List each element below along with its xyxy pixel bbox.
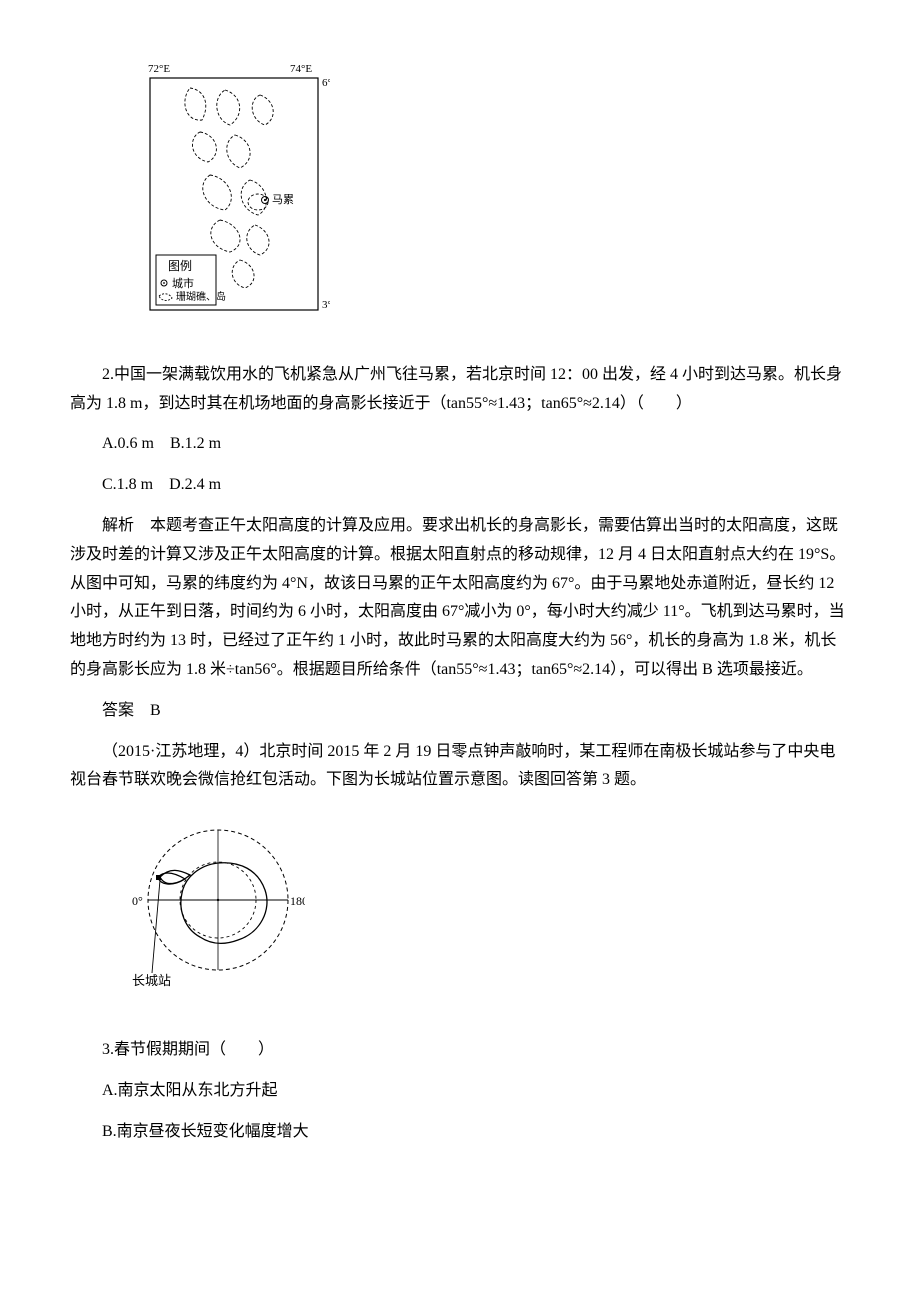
legend-title: 图例 [168, 259, 192, 273]
lat-top-label: 6°N [322, 77, 330, 89]
label-0: 0° [132, 894, 143, 908]
figure-maldives-map: 72°E 74°E 6°N 3°N 马累 图例 城市 [130, 60, 850, 331]
lon-right-label: 74°E [290, 63, 312, 75]
legend-reef: 珊瑚礁、岛 [176, 290, 226, 303]
antarctica-map-svg: 0° 180° 长城站 [130, 815, 305, 995]
q2-options-cd: C.1.8 m D.2.4 m [70, 471, 850, 500]
legend-city: 城市 [172, 276, 194, 290]
q2-stem: 2.中国一架满载饮用水的飞机紧急从广州飞往马累，若北京时间 12：00 出发，经… [70, 361, 850, 419]
maldives-map-svg: 72°E 74°E 6°N 3°N 马累 图例 城市 [130, 60, 330, 320]
lon-left-label: 72°E [148, 63, 170, 75]
q2-options-ab: A.0.6 m B.1.2 m [70, 430, 850, 459]
city-male-label: 马累 [272, 193, 294, 206]
q3-option-a: A.南京太阳从东北方升起 [70, 1077, 850, 1106]
q3-stem: 3.春节假期期间（ ） [70, 1036, 850, 1065]
label-180: 180° [290, 894, 305, 908]
q2-answer: 答案 B [70, 697, 850, 726]
q3-option-b: B.南京昼夜长短变化幅度增大 [70, 1118, 850, 1147]
lat-bottom-label: 3°N [322, 299, 330, 311]
figure-antarctica-map: 0° 180° 长城站 [130, 815, 850, 1006]
passage-3: （2015·江苏地理，4）北京时间 2015 年 2 月 19 日零点钟声敲响时… [70, 738, 850, 796]
changcheng-station-label: 长城站 [132, 973, 171, 988]
q2-analysis: 解析 本题考查正午太阳高度的计算及应用。要求出机长的身高影长，需要估算出当时的太… [70, 512, 850, 685]
